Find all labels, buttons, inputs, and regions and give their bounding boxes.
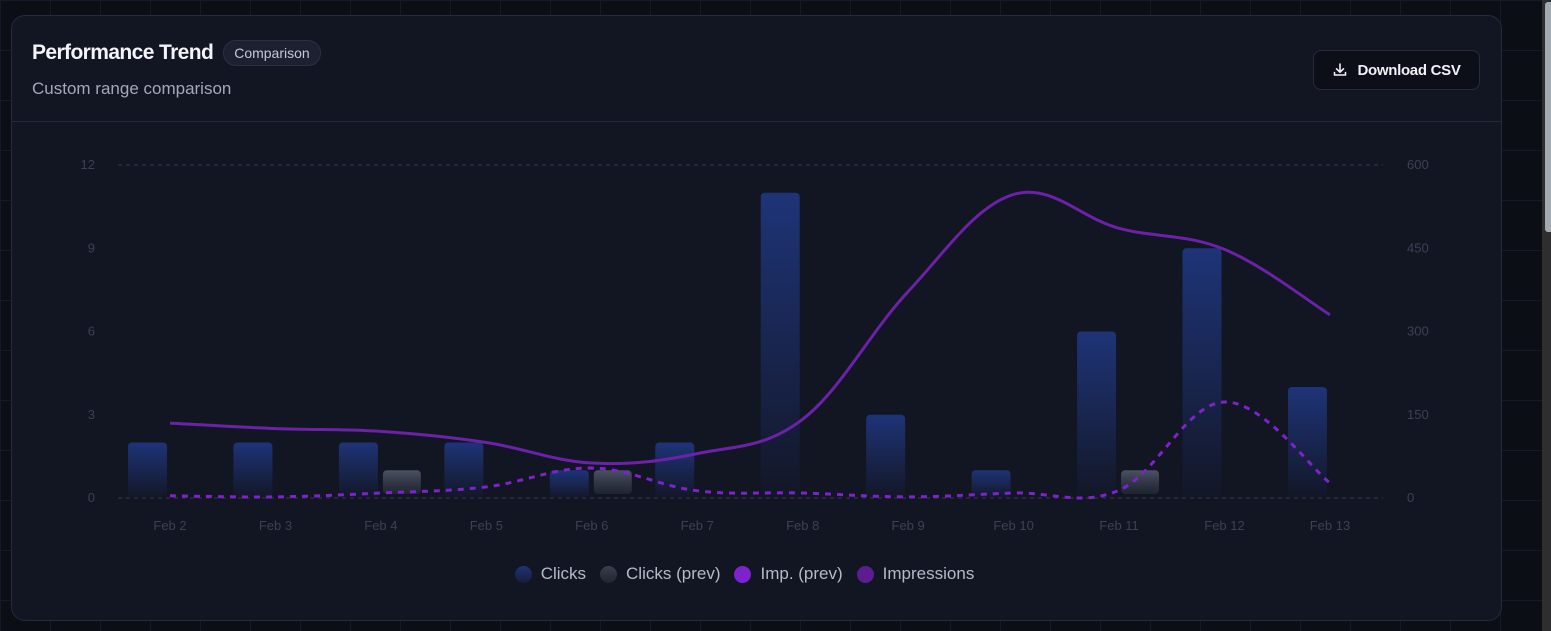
y-left-tick: 6 [88,324,95,339]
y-right-tick: 0 [1407,490,1414,505]
x-tick: Feb 4 [364,518,397,533]
legend-label: Impressions [882,564,975,583]
chart-plot-area: 0 3 6 9 12 0 150 300 450 600 Feb 2 Feb 3 Feb 4 Feb 5 F… [81,157,1429,533]
bar-clicks-prev[interactable] [382,470,421,494]
legend-label: Clicks [540,564,587,583]
download-csv-label: Download CSV [1357,61,1461,79]
legend-item-clicks[interactable]: Clicks [514,564,587,584]
bar-clicks-prev[interactable] [593,470,632,494]
legend-item-clicks-prev[interactable]: Clicks (prev) [600,564,720,584]
page-scrollbar-thumb[interactable] [1545,2,1551,232]
card-subtitle: Custom range comparison [32,79,232,98]
bar-clicks[interactable] [338,442,378,499]
bar-clicks[interactable] [233,442,273,499]
legend-swatch-clicks-prev [600,565,618,583]
x-tick: Feb 12 [1204,518,1244,533]
x-tick: Feb 7 [681,518,714,533]
download-icon [1334,63,1347,76]
bar-clicks[interactable] [1077,331,1117,499]
legend-swatch-clicks [514,565,532,583]
chart-grid [118,164,1383,499]
bar-clicks[interactable] [655,442,695,499]
chart-lines [169,190,1331,500]
y-left-tick: 12 [81,157,95,172]
y-right-tick: 600 [1407,157,1429,172]
bar-clicks[interactable] [866,414,906,498]
x-tick: Feb 13 [1310,518,1350,533]
x-tick: Feb 10 [993,518,1033,533]
y-right-tick: 450 [1407,240,1429,255]
download-csv-button[interactable]: Download CSV [1313,50,1480,90]
performance-trend-card: Performance Trend Comparison Custom rang… [11,15,1502,621]
x-tick: Feb 9 [892,518,925,533]
bar-clicks[interactable] [128,442,167,499]
legend-swatch-imp-prev [734,565,752,583]
bar-clicks[interactable] [549,470,589,498]
bar-clicks[interactable] [971,470,1011,498]
legend-swatch-impressions [856,565,874,583]
bar-clicks[interactable] [1287,387,1327,498]
y-right-tick: 150 [1407,407,1429,422]
legend-item-imp-prev[interactable]: Imp. (prev) [734,564,843,584]
bar-clicks[interactable] [1182,248,1222,498]
x-tick: Feb 5 [470,518,503,533]
legend-label: Clicks (prev) [626,564,721,583]
chart-bars [128,192,1327,499]
bar-clicks-prev[interactable] [1121,470,1160,494]
x-tick: Feb 8 [786,518,819,533]
comparison-badge: Comparison [223,40,321,66]
bar-clicks[interactable] [444,442,484,499]
x-tick: Feb 6 [575,518,608,533]
legend-item-impressions[interactable]: Impressions [856,564,975,584]
chart-legend: Clicks Clicks (prev) Imp. (prev) Impress… [12,564,1501,584]
y-left-tick: 3 [88,407,95,422]
y-right-tick: 300 [1407,324,1429,339]
line-impressions[interactable] [169,190,1331,466]
bar-clicks[interactable] [760,192,800,498]
card-header: Performance Trend Comparison Custom rang… [12,16,1501,122]
page-scrollbar-track[interactable] [1542,0,1551,631]
card-title: Performance Trend [32,41,214,64]
y-left-tick: 9 [88,240,95,255]
x-tick: Feb 2 [153,518,186,533]
x-tick: Feb 11 [1099,518,1139,533]
line-imp-prev[interactable] [169,400,1331,500]
chart-axes: 0 3 6 9 12 0 150 300 450 600 Feb 2 Feb 3 Feb 4 Feb 5 F… [81,157,1429,533]
x-tick: Feb 3 [259,518,292,533]
y-left-tick: 0 [88,490,95,505]
legend-label: Imp. (prev) [760,564,843,583]
